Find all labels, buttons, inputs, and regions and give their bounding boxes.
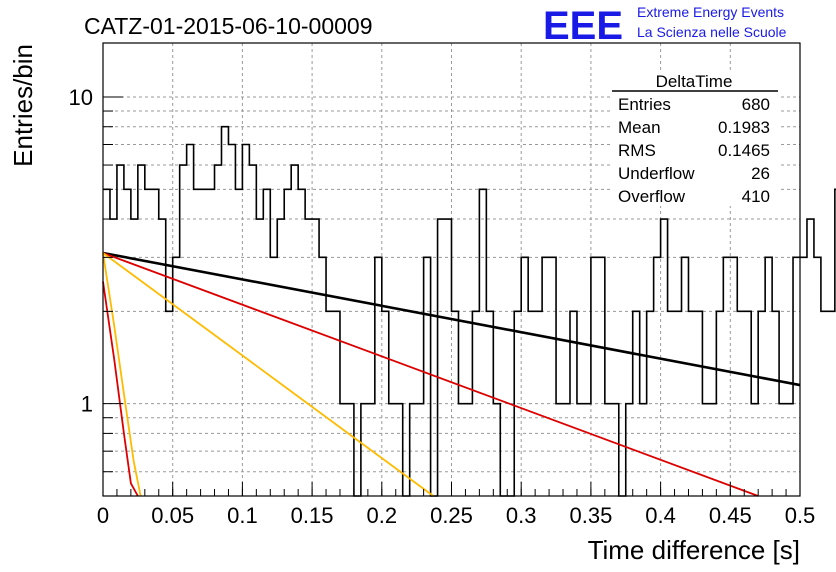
fit-line-3: [102, 281, 139, 497]
x-tick-labels: 0 0.05 0.1 0.15 0.2 0.25 0.3 0.35 0.4 0.45 0.5: [97, 503, 815, 528]
y-tick-label: 10: [69, 85, 93, 110]
fit-line-4: [102, 252, 142, 497]
x-tick-label: 0.05: [151, 503, 194, 528]
logo-line-2: La Scienza nelle Scuole: [637, 24, 787, 40]
x-tick-label: 0.25: [430, 503, 473, 528]
stats-box-background: [612, 72, 778, 206]
x-tick-label: 0.5: [785, 503, 816, 528]
stats-label-entries: Entries: [618, 95, 671, 114]
eee-logo: EEE Extreme Energy Events La Scienza nel…: [543, 4, 787, 48]
x-tick-label: 0.1: [227, 503, 258, 528]
axis-ticks: [102, 96, 801, 497]
fit-line-1: [102, 252, 759, 497]
stats-label-rms: RMS: [618, 141, 656, 160]
eee-logo-text: EEE: [543, 4, 623, 48]
stats-value-mean: 0.1983: [718, 118, 770, 137]
histogram: [103, 125, 836, 497]
stats-label-overflow: Overflow: [618, 187, 686, 206]
histogram-outline: [103, 125, 836, 497]
logo-line-1: Extreme Energy Events: [637, 4, 784, 20]
chart-title: CATZ-01-2015-06-10-00009: [84, 13, 373, 39]
x-tick-label: 0: [97, 503, 109, 528]
fit-line-0: [102, 251, 801, 387]
x-tick-label: 0.45: [709, 503, 752, 528]
y-tick-label: 1: [81, 392, 93, 417]
stats-box: DeltaTime Entries 680 Mean 0.1983 RMS 0.…: [612, 72, 778, 206]
stats-value-overflow: 410: [742, 187, 770, 206]
x-tick-label: 0.15: [291, 503, 334, 528]
stats-box-title: DeltaTime: [656, 72, 733, 91]
fit-lines: [102, 251, 801, 497]
stats-value-underflow: 26: [751, 164, 770, 183]
stats-label-underflow: Underflow: [618, 164, 695, 183]
stats-value-entries: 680: [742, 95, 770, 114]
x-tick-label: 0.2: [367, 503, 398, 528]
x-tick-label: 0.4: [645, 503, 676, 528]
stats-label-mean: Mean: [618, 118, 661, 137]
x-axis-label: Time difference [s]: [588, 535, 800, 565]
stats-value-rms: 0.1465: [718, 141, 770, 160]
fit-line-2: [102, 252, 434, 497]
x-tick-label: 0.3: [506, 503, 537, 528]
y-tick-labels: 1 10: [69, 85, 93, 417]
y-axis-label: Entries/bin: [8, 44, 38, 167]
x-tick-label: 0.35: [569, 503, 612, 528]
